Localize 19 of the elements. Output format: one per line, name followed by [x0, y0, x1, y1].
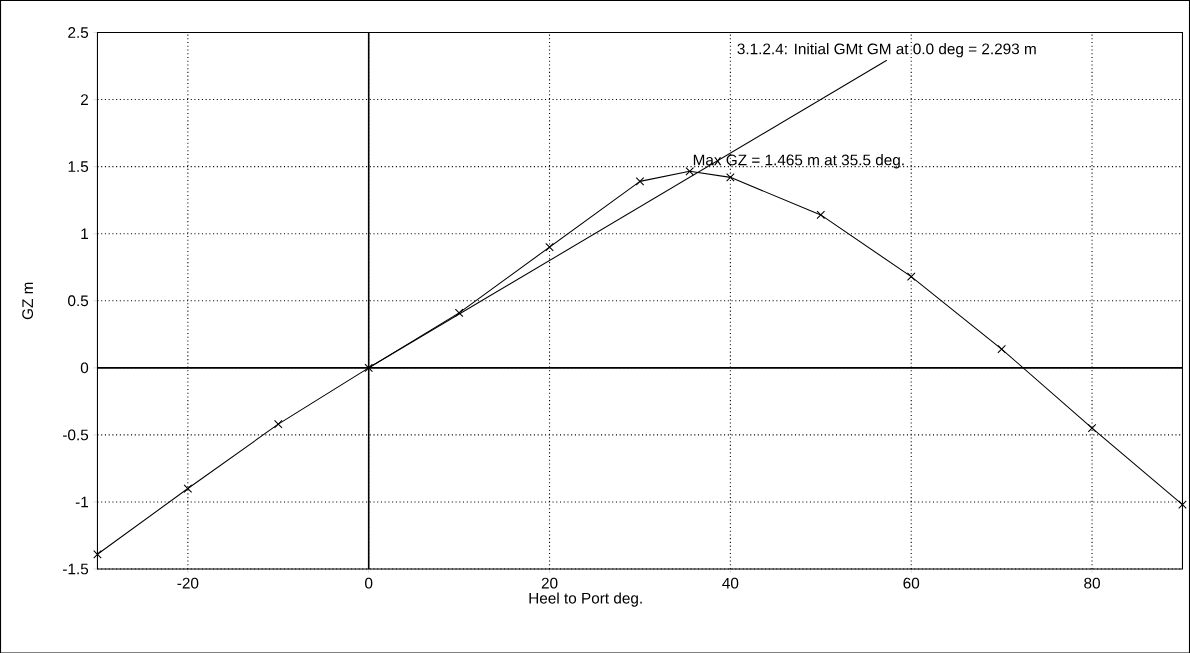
x-tick-label: 0 [365, 577, 373, 589]
annotation: 3.1.2.4: Initial GMt GM at 0.0 deg = 2.293 m [737, 42, 1036, 58]
y-tick-label: -0.5 [63, 429, 89, 441]
x-tick-label: 40 [722, 577, 739, 589]
x-axis-title: Heel to Port deg. [529, 592, 642, 607]
y-tick-label: 2.5 [68, 26, 89, 38]
x-tick-label: -20 [177, 577, 199, 589]
x-tick-label: 20 [541, 577, 558, 589]
y-tick-label: 0 [80, 362, 89, 374]
x-tick-label: 80 [1084, 577, 1100, 589]
y-tick-label: -1.5 [63, 563, 89, 575]
y-tick-label: -1 [75, 496, 88, 507]
x-tick-label: 60 [903, 577, 920, 589]
y-tick-label: 0.5 [68, 295, 89, 306]
y-axis-title: GZ m [22, 282, 34, 319]
annotation: Max GZ = 1.465 m at 35.5 deg. [693, 153, 904, 169]
y-tick-label: 1 [81, 228, 88, 239]
y-tick-label: 1.5 [68, 161, 89, 172]
y-tick-label: 2 [81, 93, 88, 105]
